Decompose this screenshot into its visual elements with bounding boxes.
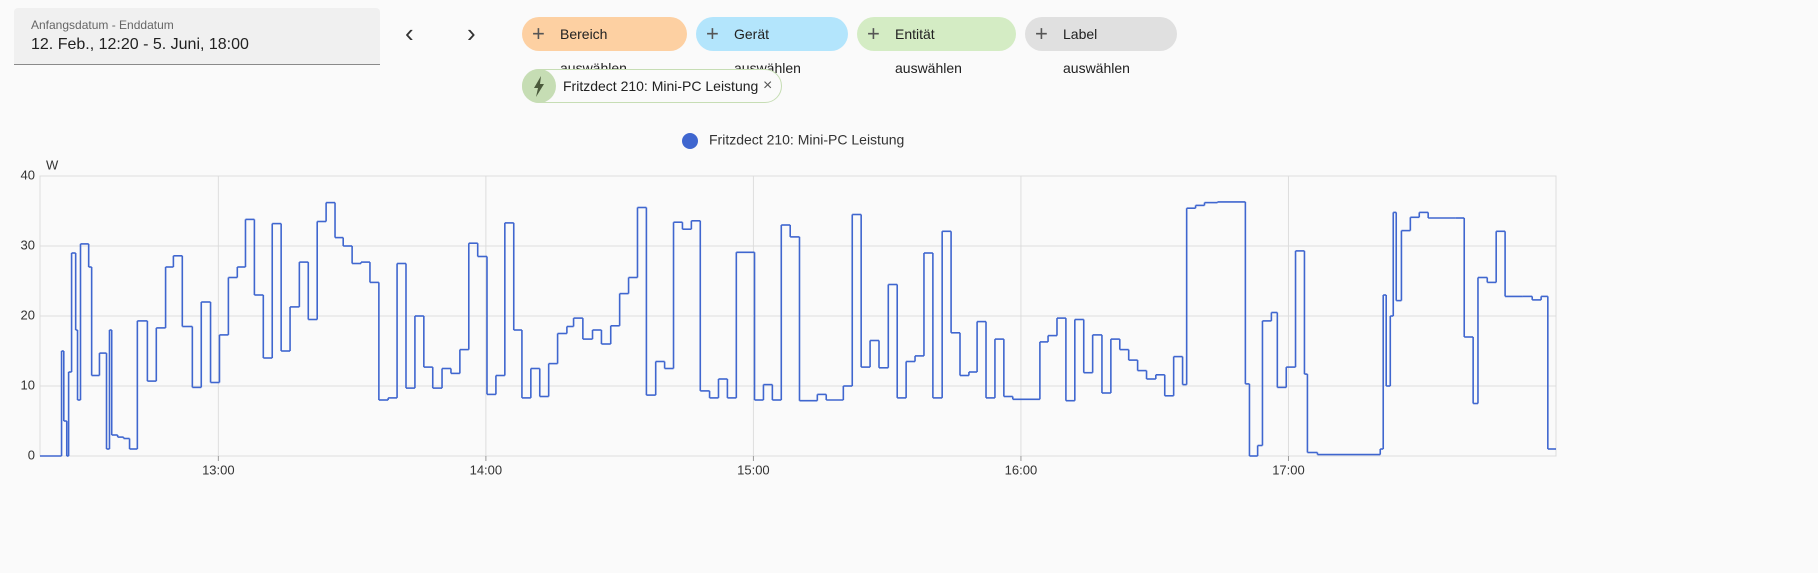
entity-button[interactable]: + Entität auswählen (857, 17, 1016, 76)
entity-icon (522, 69, 556, 103)
x-tick-label: 17:00 (1272, 462, 1305, 477)
area-button[interactable]: + Bereich auswählen (522, 17, 687, 76)
prev-button[interactable]: ‹ (405, 18, 414, 48)
entity-chip[interactable]: Fritzdect 210: Mini-PC Leistung × (522, 69, 782, 103)
button-label: Entität auswählen (895, 26, 962, 76)
date-value: 12. Feb., 12:20 - 5. Juni, 18:00 (31, 36, 249, 53)
x-tick-label: 13:00 (202, 462, 235, 477)
entity-name: Fritzdect 210: Mini-PC Leistung (563, 78, 759, 94)
y-unit: W (46, 157, 59, 172)
date-label: Anfangsdatum - Enddatum (31, 18, 174, 32)
legend-marker (682, 133, 698, 149)
button-label: Label auswählen (1063, 26, 1130, 76)
next-button[interactable]: › (467, 18, 476, 48)
legend-label: Fritzdect 210: Mini-PC Leistung (709, 132, 904, 148)
y-tick-label: 20 (21, 307, 35, 322)
date-picker[interactable]: Anfangsdatum - Enddatum 12. Feb., 12:20 … (14, 8, 380, 65)
y-tick-label: 30 (21, 237, 35, 252)
x-tick-label: 14:00 (470, 462, 503, 477)
remove-button[interactable]: × (763, 77, 773, 94)
y-tick-label: 40 (21, 167, 35, 182)
y-tick-label: 10 (21, 377, 35, 392)
x-tick-label: 16:00 (1005, 462, 1038, 477)
y-tick-label: 0 (28, 447, 35, 462)
x-tick-label: 15:00 (737, 462, 770, 477)
label-button[interactable]: + Label auswählen (1025, 17, 1177, 76)
